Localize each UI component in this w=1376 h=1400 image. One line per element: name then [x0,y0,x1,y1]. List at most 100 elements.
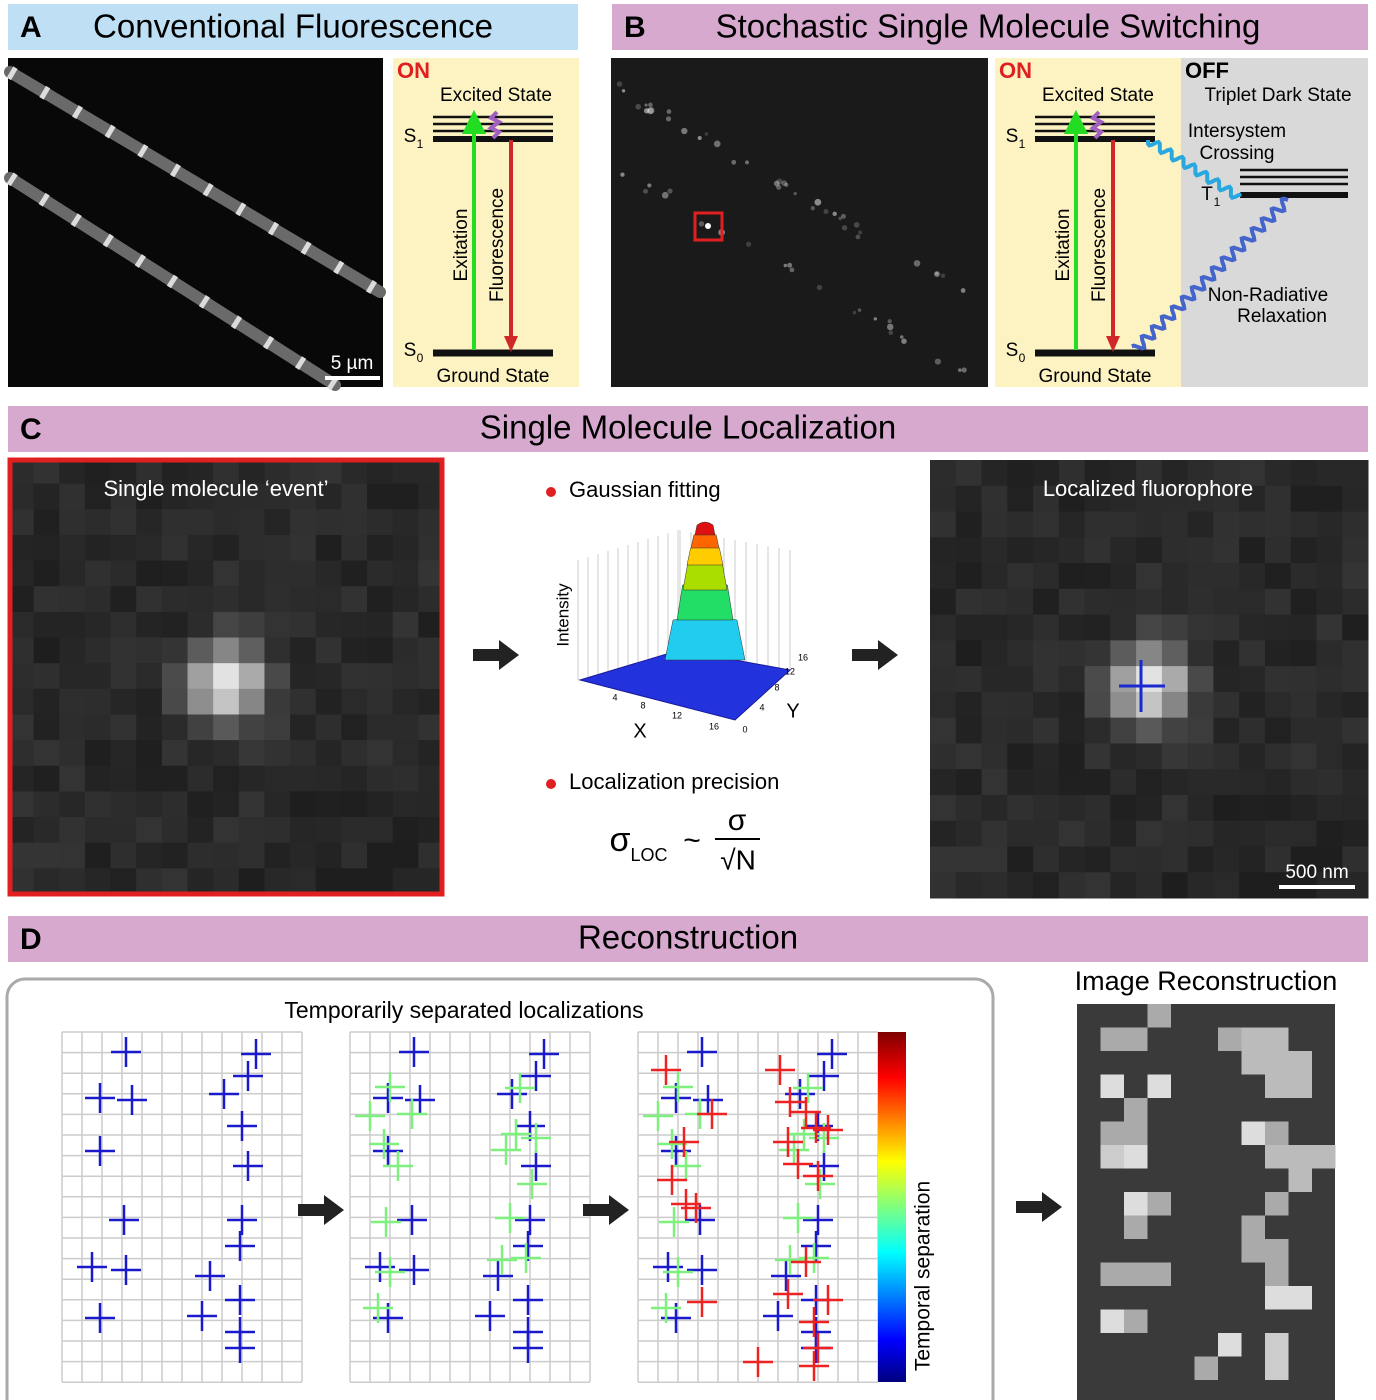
tick-label: 16 [798,652,808,662]
surface-peak [683,562,727,590]
pixel [1136,563,1162,589]
pixel [1033,795,1059,821]
pixel [188,663,214,689]
pixel [1291,589,1317,615]
pixel [316,689,342,715]
pixel [1291,640,1317,666]
speckle [814,199,821,206]
pixel [1085,846,1111,872]
pixel [982,589,1008,615]
level-sub: 1 [1214,195,1221,209]
pixel [1059,769,1085,795]
pixel [1213,872,1239,898]
pixel [1188,666,1214,692]
pixel [393,817,419,843]
tick-label: 16 [709,721,719,731]
pixel [162,740,188,766]
recon-pixel [1101,1263,1172,1287]
pixel [1239,846,1265,872]
pixel [1188,563,1214,589]
group-box [7,979,993,1400]
pixel [264,638,290,664]
pixel [982,486,1008,512]
pixel [1316,640,1342,666]
pixel [1342,795,1368,821]
pixel [1007,563,1033,589]
pixel [59,714,85,740]
pixel [1007,640,1033,666]
pixel [1239,666,1265,692]
pixel [1291,563,1317,589]
pixel [1110,640,1136,666]
pixel [1007,692,1033,718]
pixel [1291,821,1317,847]
pixel [367,484,393,510]
pixel [162,868,188,894]
pixel [1213,769,1239,795]
pixel [1291,460,1317,486]
pixel [1033,666,1059,692]
pixel [393,868,419,894]
pixel [59,663,85,689]
pixel [367,663,393,689]
speckle [635,104,641,110]
pixel [1136,846,1162,872]
panel-letter: B [624,11,646,44]
speckle [817,285,822,290]
pixel [393,535,419,561]
pixel [982,692,1008,718]
pixel [136,586,162,612]
pixel [341,663,367,689]
pixel [393,484,419,510]
group-title: Temporarily separated localizations [284,997,643,1023]
arrow [1016,1192,1062,1222]
pixel [1239,872,1265,898]
pixel [1265,821,1291,847]
pixel [1007,486,1033,512]
pixel [393,714,419,740]
speckle [776,185,781,190]
speckle [935,358,941,364]
pixel [1059,666,1085,692]
pixel [290,868,316,894]
pixel [1213,640,1239,666]
pixel [239,766,265,792]
pixel [930,640,956,666]
pixel [111,509,137,535]
pixel [982,537,1008,563]
speckle [617,81,622,86]
pixel [59,868,85,894]
pixel [111,612,137,638]
pixel [930,718,956,744]
pixel [34,740,60,766]
recon-pixel [1242,1122,1266,1146]
pixel [264,586,290,612]
pixel [188,561,214,587]
pixel [1136,872,1162,898]
pixel [1085,512,1111,538]
pixel [264,766,290,792]
pixel [111,766,137,792]
speckle [790,268,795,273]
recon-pixel [1218,1333,1242,1357]
recon-pixel [1242,1239,1289,1263]
pixel [188,509,214,535]
pixel [1059,589,1085,615]
pixel [85,766,111,792]
pixel [59,740,85,766]
method-label: Gaussian fitting [569,477,721,502]
pixel [239,791,265,817]
pixel [1188,769,1214,795]
speckle [784,183,788,187]
pixel [1342,460,1368,486]
pixel [930,692,956,718]
pixel [316,868,342,894]
pixel [956,743,982,769]
arrow [473,640,519,670]
pixel [1188,615,1214,641]
speckle [811,206,815,210]
pixel [930,846,956,872]
pixel [341,561,367,587]
pixel [213,638,239,664]
panel-letter: C [20,413,42,446]
